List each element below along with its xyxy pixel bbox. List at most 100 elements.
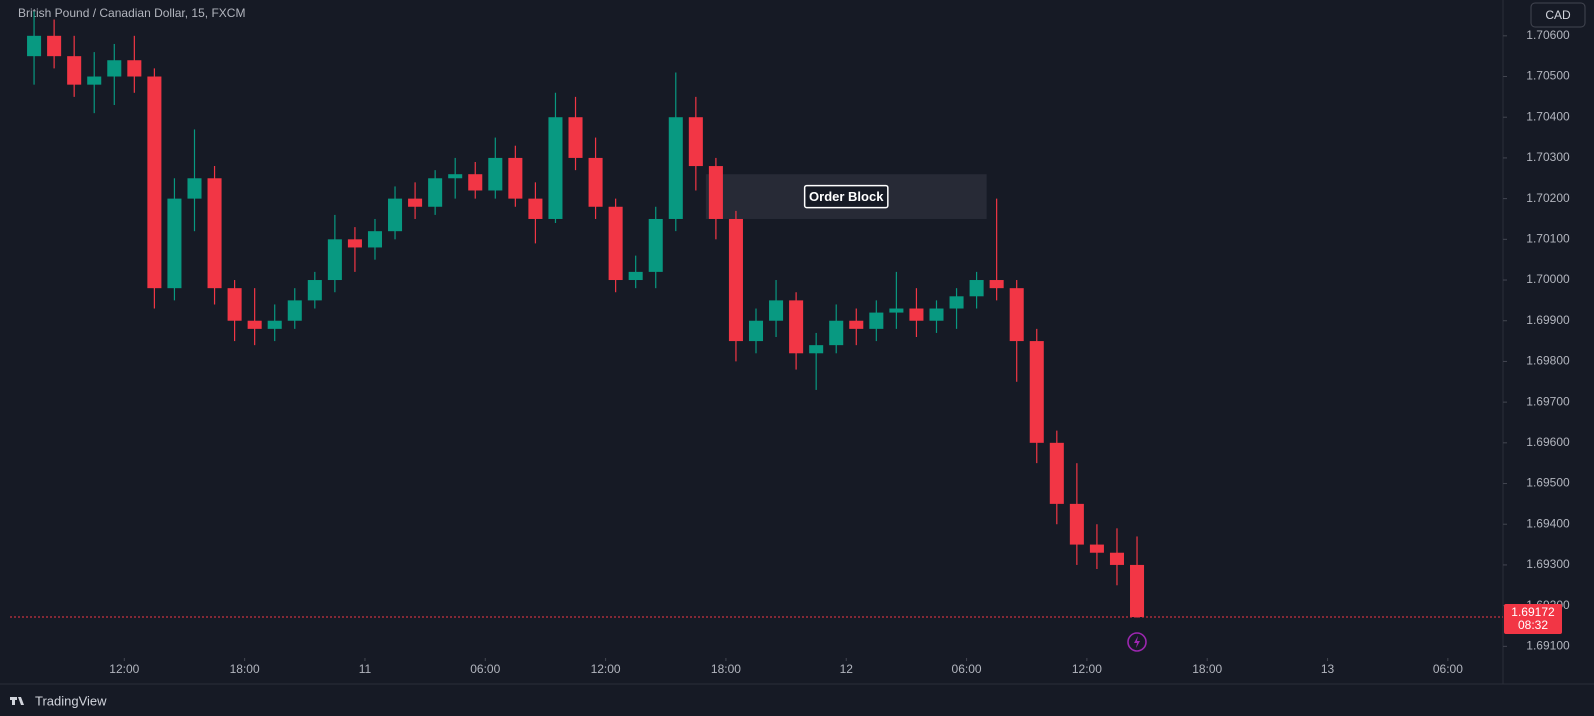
candle-body — [849, 320, 864, 329]
candle-body — [27, 35, 42, 57]
x-tick-label: 12:00 — [591, 662, 621, 676]
x-tick-label: 06:00 — [470, 662, 500, 676]
x-tick-label: 18:00 — [711, 662, 741, 676]
candle-body — [307, 280, 322, 301]
candle-body — [408, 198, 423, 207]
candle-body — [1009, 288, 1024, 342]
chart-title: British Pound / Canadian Dollar, 15, FXC… — [18, 6, 245, 20]
candle-body — [708, 166, 723, 219]
brand-logo — [10, 697, 24, 705]
candle-body — [1049, 442, 1064, 504]
candle-body — [588, 157, 603, 207]
candle-body — [548, 117, 563, 219]
candle-body — [728, 218, 743, 342]
candle-body — [187, 178, 202, 199]
lightning-bolt[interactable] — [1134, 636, 1140, 648]
candle-body — [267, 320, 282, 329]
candle-body — [508, 157, 523, 199]
x-tick-label: 11 — [359, 662, 372, 676]
y-tick-label: 1.69600 — [1526, 435, 1570, 449]
candle-body — [688, 117, 703, 167]
y-tick-label: 1.69500 — [1526, 476, 1570, 490]
candle-body — [227, 288, 242, 321]
y-tick-label: 1.70600 — [1526, 28, 1570, 42]
candle-body — [969, 280, 984, 297]
candle-body — [388, 198, 403, 232]
candle-body — [648, 218, 663, 272]
candle-body — [448, 174, 463, 179]
last-price-label: 1.69172 — [1511, 605, 1555, 619]
candle-body — [107, 60, 122, 77]
candle-body — [247, 320, 262, 329]
y-tick-label: 1.69100 — [1526, 639, 1570, 653]
candle-body — [748, 320, 764, 342]
x-tick-label: 06:00 — [1433, 662, 1463, 676]
x-tick-label: 18:00 — [1192, 662, 1222, 676]
y-tick-label: 1.70300 — [1526, 150, 1570, 164]
candle-body — [1130, 564, 1145, 618]
candle-body — [87, 76, 102, 85]
candle-body — [1089, 544, 1104, 553]
candle-body — [207, 178, 222, 289]
candle-body — [367, 231, 382, 248]
y-tick-label: 1.69300 — [1526, 557, 1570, 571]
candle-body — [1069, 503, 1084, 545]
countdown-label: 08:32 — [1518, 618, 1548, 632]
y-tick-label: 1.69900 — [1526, 313, 1570, 327]
x-tick-label: 13 — [1321, 662, 1335, 676]
candle-body — [127, 60, 142, 77]
order-block-label-box — [803, 184, 889, 209]
currency-label: CAD — [1545, 8, 1571, 22]
candle-body — [869, 312, 884, 329]
candle-body — [1109, 552, 1124, 565]
candle-body — [628, 271, 643, 281]
y-tick-label: 1.69800 — [1526, 354, 1570, 368]
candle-body — [809, 345, 824, 354]
brand-name: TradingView — [35, 693, 107, 708]
currency-button[interactable] — [1530, 2, 1586, 28]
candle-body — [347, 239, 362, 248]
y-tick-label: 1.70500 — [1526, 69, 1570, 83]
y-tick-label: 1.69400 — [1526, 516, 1570, 530]
logo-icon — [10, 697, 24, 705]
candle-body — [668, 117, 683, 219]
candle-body — [428, 178, 443, 207]
candle-body — [789, 300, 804, 354]
candle-body — [1029, 341, 1044, 443]
y-tick-label: 1.70100 — [1526, 231, 1570, 245]
candle-body — [909, 308, 924, 321]
candle-body — [488, 157, 503, 191]
order-block-label: Order Block — [809, 189, 884, 204]
lightning-circle[interactable] — [1127, 632, 1147, 652]
y-tick-label: 1.70400 — [1526, 109, 1570, 123]
x-tick-label: 12:00 — [1072, 662, 1102, 676]
y-tick-label: 1.70000 — [1526, 272, 1570, 286]
candle-body — [167, 198, 182, 289]
candle-body — [327, 239, 342, 281]
candle-body — [568, 117, 583, 158]
candle-body — [949, 296, 964, 309]
last-price-tag — [1504, 604, 1562, 635]
candle-body — [989, 280, 1004, 289]
candle-body — [608, 206, 623, 281]
y-tick-label: 1.69700 — [1526, 394, 1570, 408]
candle-body — [147, 76, 162, 289]
candle-body — [889, 308, 904, 313]
plot-area: Order Block — [27, 11, 1145, 618]
candle-body — [47, 35, 62, 57]
candle-body — [769, 300, 784, 321]
x-tick-label: 12:00 — [109, 662, 139, 676]
x-tick-label: 06:00 — [952, 662, 982, 676]
x-tick-label: 18:00 — [230, 662, 260, 676]
x-tick-label: 12 — [840, 662, 854, 676]
y-tick-label: 1.70200 — [1526, 191, 1570, 205]
lightning-icon[interactable] — [1127, 632, 1147, 652]
candle-body — [829, 320, 844, 346]
candle-body — [468, 174, 483, 191]
candle-body — [528, 198, 543, 219]
candle-body — [287, 300, 302, 321]
candle-body — [929, 308, 944, 321]
candle-body — [67, 56, 82, 85]
